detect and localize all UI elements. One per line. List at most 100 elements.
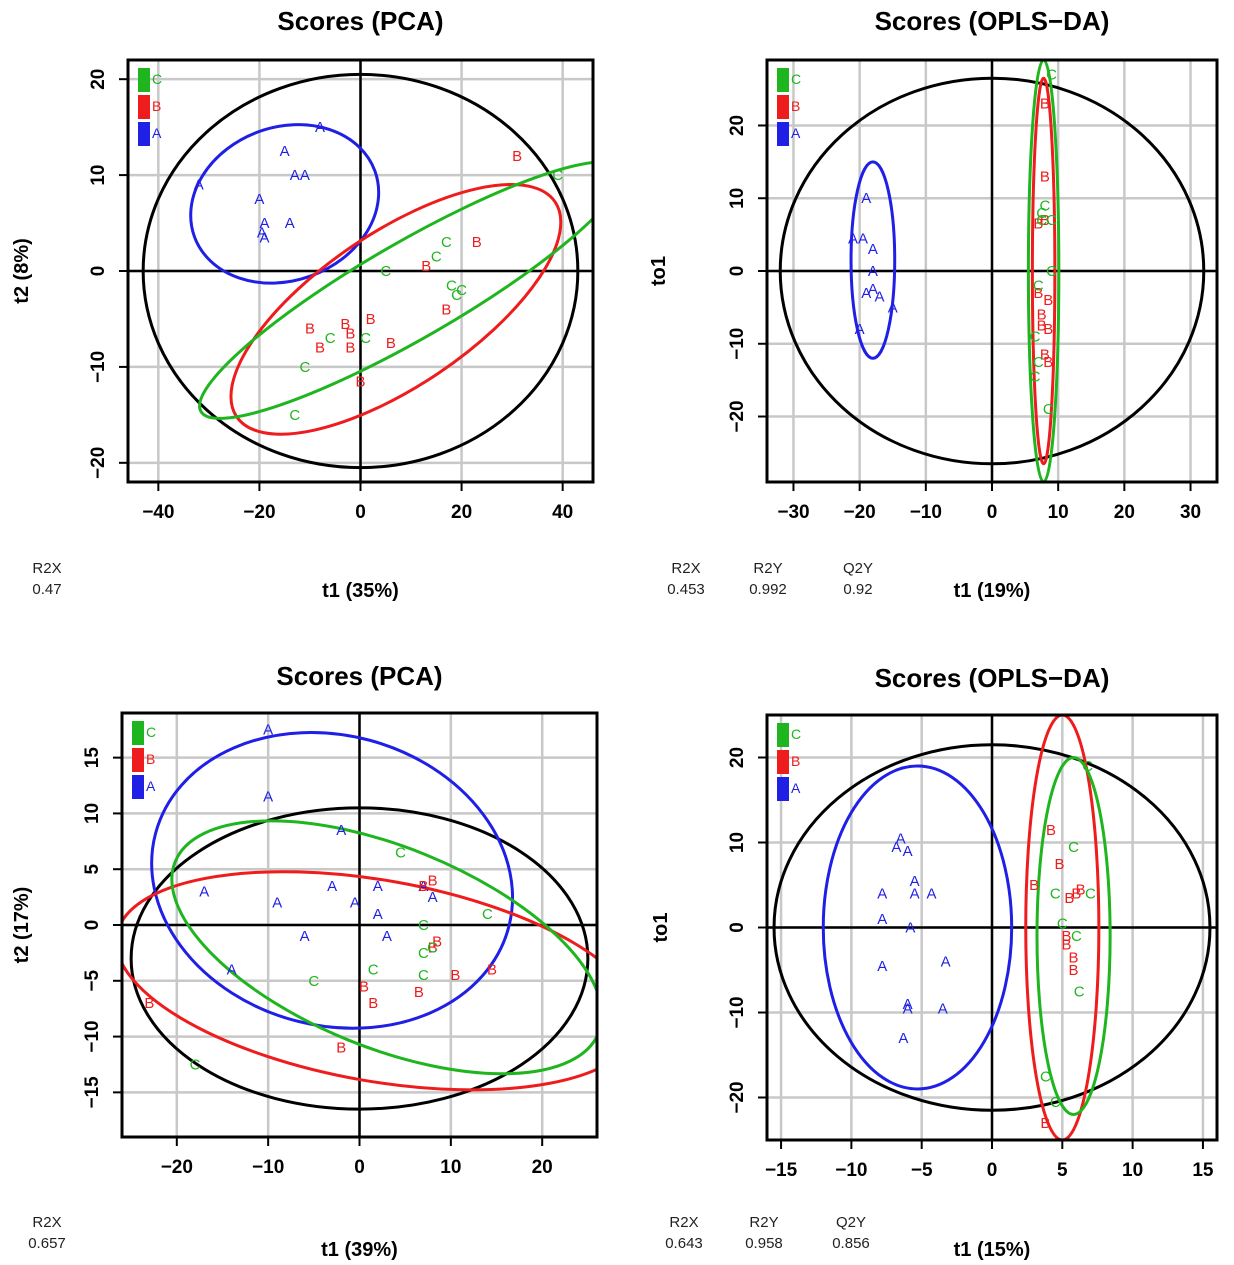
point-A: A: [888, 299, 898, 316]
point-C: C: [1030, 328, 1041, 345]
point-A: A: [898, 1030, 908, 1047]
point-C: C: [1046, 263, 1057, 280]
stat-label: R2X: [671, 560, 701, 577]
point-A: A: [373, 906, 383, 923]
legend-swatch-B: [777, 750, 789, 774]
point-C: C: [1046, 212, 1057, 229]
point-B: B: [414, 984, 424, 1001]
point-B: B: [386, 335, 396, 352]
stat-value: 0.453: [667, 581, 705, 598]
x-tick-label: −5: [911, 1160, 933, 1181]
pca-panel-1: Scores (PCA) A A A A A A A A A A B B B B B B B B B B B B C C C C C C…: [0, 0, 617, 620]
y-axis-label: t2 (17%): [11, 887, 33, 964]
point-C: C: [1030, 369, 1041, 386]
x-axis-label: t1 (19%): [954, 580, 1031, 602]
legend-label-B: B: [152, 98, 161, 114]
point-C: C: [418, 967, 429, 984]
point-B: B: [1029, 877, 1039, 894]
ellipses: [122, 730, 597, 1111]
ellipse-B: [122, 870, 597, 1092]
point-A: A: [903, 843, 913, 860]
point-A: A: [861, 285, 871, 302]
point-B: B: [144, 995, 154, 1012]
legend-swatch-C: [132, 721, 144, 745]
stat-label: R2X: [669, 1214, 699, 1231]
point-A: A: [336, 822, 346, 839]
ellipses: [772, 715, 1212, 1140]
y-tick-label: 0: [88, 266, 109, 277]
point-B: B: [1062, 928, 1072, 945]
point-C: C: [431, 249, 442, 266]
point-C: C: [1071, 928, 1082, 945]
point-A: A: [903, 1000, 913, 1017]
x-tick-label: −10: [835, 1160, 867, 1181]
point-A: A: [373, 878, 383, 895]
point-C: C: [1050, 886, 1061, 903]
x-tick-label: 20: [451, 502, 472, 523]
point-C: C: [1036, 205, 1047, 222]
point-B: B: [441, 301, 451, 318]
point-C: C: [1057, 915, 1068, 932]
x-tick-label: 20: [1114, 502, 1135, 523]
point-A: A: [263, 722, 273, 739]
stat-label: R2Y: [749, 1214, 779, 1231]
point-A: A: [259, 229, 269, 246]
point-C: C: [482, 906, 493, 923]
point-B: B: [359, 978, 369, 995]
point-B: B: [1043, 292, 1053, 309]
point-C: C: [1033, 354, 1044, 371]
ellipse-C: [198, 160, 593, 420]
stat-r2x: R2X 0.47: [12, 558, 82, 600]
y-tick-label: 10: [82, 803, 103, 824]
point-B: B: [432, 934, 442, 951]
point-C: C: [395, 844, 406, 861]
legend-swatch-A: [132, 775, 144, 799]
x-tick-label: −20: [243, 502, 275, 523]
stat-label: R2Y: [753, 560, 783, 577]
point-C: C: [1085, 886, 1096, 903]
y-tick-label: 10: [727, 188, 748, 209]
point-B: B: [1040, 212, 1050, 229]
stat-r2x: R2X 0.643: [649, 1212, 719, 1254]
legend-swatch-B: [138, 95, 150, 119]
point-B: B: [1043, 321, 1053, 338]
y-axis-label: to1: [648, 256, 670, 286]
point-A: A: [300, 167, 310, 184]
x-tick-label: 15: [1192, 1160, 1214, 1181]
point-B: B: [315, 340, 325, 357]
y-tick-label: 10: [727, 832, 748, 853]
legend-label-B: B: [146, 751, 155, 767]
point-B: B: [355, 373, 365, 390]
point-A: A: [257, 225, 267, 242]
stat-label: R2X: [32, 1214, 62, 1231]
point-A: A: [905, 920, 915, 937]
point-C: C: [441, 234, 452, 251]
y-tick-label: −20: [727, 400, 748, 432]
stat-r2x: R2X 0.657: [12, 1212, 82, 1254]
point-C: C: [1033, 278, 1044, 295]
legend-swatch-C: [777, 68, 789, 92]
point-B: B: [1040, 1115, 1050, 1132]
point-A: A: [938, 1000, 948, 1017]
x-tick-label: 40: [552, 502, 573, 523]
overall-ellipse: [778, 76, 1206, 466]
point-B: B: [450, 967, 460, 984]
point-B: B: [1033, 216, 1043, 233]
ellipse-B: [1024, 715, 1101, 1140]
stat-r2x: R2X 0.453: [651, 558, 721, 600]
point-C: C: [368, 962, 379, 979]
point-C: C: [552, 167, 563, 184]
legend-swatch-A: [138, 122, 150, 146]
point-C: C: [190, 1056, 201, 1073]
x-tick-label: 20: [532, 1157, 553, 1178]
x-axis-label: t1 (15%): [954, 1239, 1031, 1261]
opls-panel-2: Scores (OPLS−DA) A A A A A A A A A A A A A A A B B B B B B B B B…: [617, 650, 1234, 1265]
x-axis-label: t1 (39%): [321, 1239, 398, 1261]
point-A: A: [300, 928, 310, 945]
stat-value: 0.958: [745, 1235, 783, 1252]
